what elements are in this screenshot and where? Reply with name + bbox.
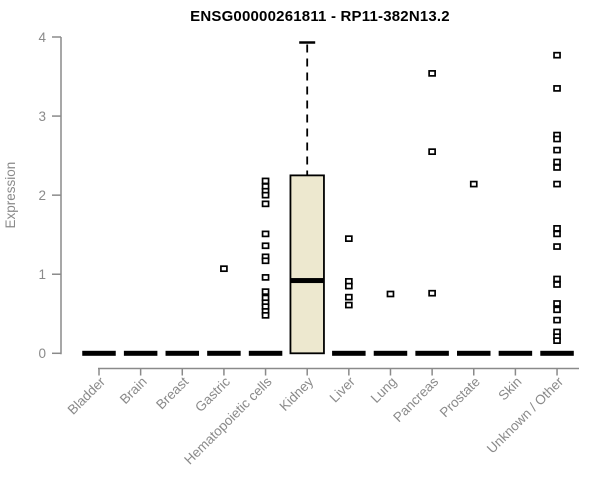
category-brain <box>123 350 158 356</box>
outlier-point <box>553 135 561 143</box>
outlier-point <box>553 306 561 314</box>
y-tick-label: 0 <box>38 346 46 361</box>
outlier-point <box>344 293 353 301</box>
median-line <box>290 278 324 284</box>
x-tick-label: Unknown / Other <box>484 374 567 457</box>
category-unknown-other <box>540 51 574 356</box>
category-gastric <box>207 265 241 356</box>
outlier-point <box>261 311 270 319</box>
y-tick-label: 3 <box>38 109 46 124</box>
category-skin <box>498 350 533 356</box>
zero-median-line <box>332 350 366 356</box>
outlier-point <box>261 242 270 250</box>
outlier-point <box>553 225 561 232</box>
x-tick-label: Skin <box>495 374 524 403</box>
y-tick-label: 2 <box>38 188 46 203</box>
zero-median-line <box>207 350 241 356</box>
outlier-point <box>553 230 561 238</box>
outlier-point <box>261 274 270 281</box>
outlier-point <box>261 288 270 295</box>
zero-median-line <box>457 350 491 356</box>
outlier-point <box>261 257 270 265</box>
category-pancreas <box>415 70 449 356</box>
outlier-point <box>553 180 561 188</box>
outlier-point <box>553 316 561 324</box>
category-breast <box>165 350 200 356</box>
category-kidney <box>289 41 325 355</box>
chart-title: ENSG00000261811 - RP11-382N13.2 <box>190 8 450 25</box>
outlier-point <box>261 177 270 185</box>
outlier-point <box>344 282 353 290</box>
zero-median-line <box>498 350 533 356</box>
outlier-point <box>261 230 270 238</box>
x-tick-label: Gastric <box>192 374 233 415</box>
outlier-point <box>220 265 228 273</box>
x-tick-label: Liver <box>327 374 359 406</box>
outlier-point <box>428 289 436 297</box>
zero-median-line <box>415 350 449 356</box>
x-tick-label: Bladder <box>65 374 109 418</box>
category-liver <box>332 235 366 356</box>
outlier-point <box>553 243 561 250</box>
x-tick-label: Breast <box>153 374 191 412</box>
x-tick-label: Lung <box>368 374 400 406</box>
x-tick-label: Brain <box>117 374 150 407</box>
outlier-point <box>553 281 561 288</box>
x-tick-label: Prostate <box>437 374 483 420</box>
outlier-point <box>553 51 561 59</box>
zero-median-line <box>540 350 574 356</box>
outlier-point <box>553 146 561 154</box>
zero-median-line <box>373 350 408 356</box>
outlier-point <box>386 290 395 298</box>
outlier-point <box>553 337 561 344</box>
category-hematopoietic-cells <box>248 177 283 356</box>
outlier-point <box>344 301 353 309</box>
outlier-point <box>553 158 561 166</box>
box <box>289 174 325 355</box>
x-tick-label: Pancreas <box>390 374 441 425</box>
zero-median-line <box>82 350 116 356</box>
outlier-point <box>469 180 478 188</box>
outlier-point <box>261 191 270 199</box>
zero-median-line <box>165 350 200 356</box>
category-prostate <box>457 180 491 356</box>
y-axis-title: Expression <box>3 162 18 229</box>
outlier-point <box>344 235 353 242</box>
category-lung <box>373 290 408 356</box>
outlier-point <box>428 70 436 77</box>
outlier-point <box>261 200 270 208</box>
y-axis: 0 1 2 3 4 Expression <box>3 30 62 361</box>
outlier-point <box>553 275 561 283</box>
outlier-point <box>553 300 561 307</box>
outlier-point <box>553 85 561 92</box>
zero-median-line <box>248 350 283 356</box>
x-tick-label: Kidney <box>277 374 317 414</box>
y-tick-label: 4 <box>38 30 46 45</box>
outlier-point <box>428 148 436 156</box>
zero-median-line <box>123 350 158 356</box>
y-tick-label: 1 <box>38 267 46 282</box>
category-bladder <box>82 350 116 356</box>
outlier-point <box>553 164 561 171</box>
